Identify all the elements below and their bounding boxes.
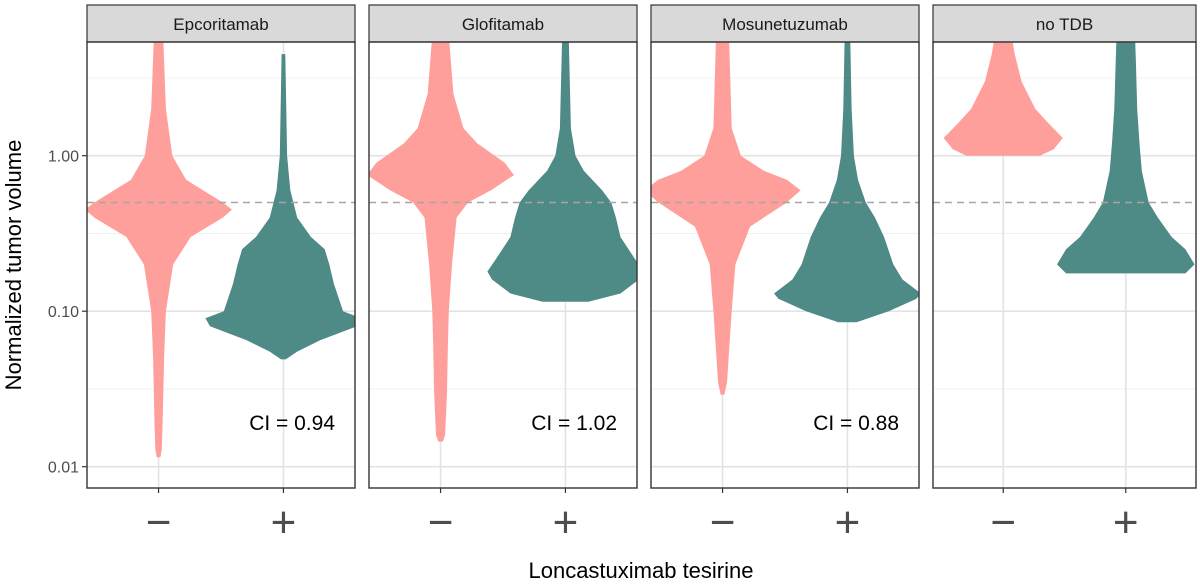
panel-title-no-tdb: no TDB xyxy=(1036,15,1093,34)
panel-title-glofitamab: Glofitamab xyxy=(462,15,544,34)
x-tick-label: − xyxy=(710,498,736,547)
x-tick-label: + xyxy=(1113,498,1139,547)
y-tick-label: 0.10 xyxy=(48,304,79,321)
violin-epcoritamab-minus xyxy=(87,42,232,458)
panel-border-mosunetuzumab xyxy=(650,41,920,489)
panel-title-epcoritamab: Epcoritamab xyxy=(173,15,268,34)
y-tick-label: 1.00 xyxy=(48,149,79,166)
panel-strip-epcoritamab xyxy=(86,4,356,43)
annotation-epcoritamab: CI = 0.94 xyxy=(249,412,335,435)
violin-glofitamab-plus xyxy=(487,42,637,302)
x-axis-title: Loncastuximab tesirine xyxy=(528,558,753,581)
violin-no-tdb-minus xyxy=(943,42,1063,156)
x-tick-label: + xyxy=(835,498,861,547)
violin-epcoritamab-plus xyxy=(205,54,355,360)
violin-mosunetuzumab-minus xyxy=(651,42,801,395)
panel-border-no-tdb xyxy=(932,41,1197,489)
violin-mosunetuzumab-plus xyxy=(774,42,919,323)
annotation-glofitamab: CI = 1.02 xyxy=(531,412,617,435)
x-tick-label: − xyxy=(428,498,454,547)
panel-title-mosunetuzumab: Mosunetuzumab xyxy=(722,15,848,34)
panel-strip-no-tdb xyxy=(932,4,1197,43)
panel-strip-mosunetuzumab xyxy=(650,4,920,43)
violin-no-tdb-plus xyxy=(1057,42,1195,274)
x-tick-label: + xyxy=(553,498,579,547)
panel-border-epcoritamab xyxy=(86,41,356,489)
y-tick-label: 0.01 xyxy=(48,460,79,477)
annotation-mosunetuzumab: CI = 0.88 xyxy=(813,412,899,435)
x-tick-label: + xyxy=(271,498,297,547)
panel-border-glofitamab xyxy=(368,41,638,489)
x-tick-label: − xyxy=(990,498,1016,547)
x-tick-label: − xyxy=(146,498,172,547)
violin-glofitamab-minus xyxy=(369,42,514,442)
y-axis-title: Normalized tumor volume xyxy=(1,140,26,391)
